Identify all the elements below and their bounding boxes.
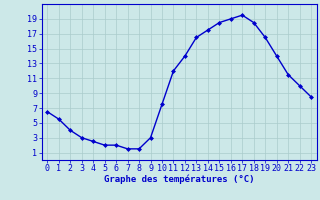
X-axis label: Graphe des températures (°C): Graphe des températures (°C) <box>104 175 254 184</box>
